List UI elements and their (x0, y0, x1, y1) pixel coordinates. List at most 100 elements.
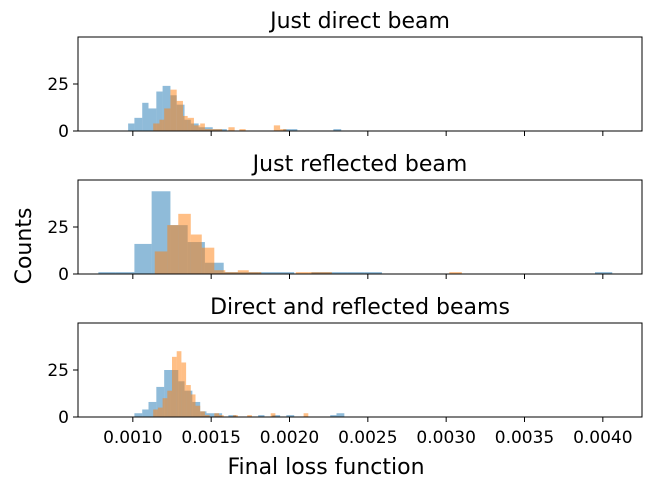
y-tick-label: 25 (47, 361, 69, 381)
histogram-bar (204, 415, 210, 417)
histogram-bar (201, 247, 215, 274)
histogram-bar (280, 129, 287, 131)
histogram-bar (157, 407, 163, 417)
histogram-bar (182, 115, 188, 131)
histogram-bar (193, 125, 201, 131)
histogram-bar (156, 91, 163, 131)
histogram-bar (176, 351, 182, 417)
histogram-bar (239, 129, 246, 131)
histogram-bar (200, 411, 205, 417)
x-tick-label: 0.0040 (573, 428, 632, 448)
histogram-bar (204, 129, 212, 131)
histogram-bar (98, 272, 116, 274)
x-tick-label: 0.0020 (260, 428, 319, 448)
histogram-bar (153, 123, 160, 131)
histogram-bar (270, 413, 276, 417)
x-axis-label: Final loss function (227, 455, 424, 480)
histogram-bar (303, 413, 309, 417)
histogram-bar (154, 251, 168, 274)
histogram-bar (115, 272, 135, 274)
histogram-bar (258, 415, 265, 417)
histogram-bar (347, 272, 365, 274)
histogram-bar (170, 89, 177, 131)
histogram-bar (206, 413, 215, 417)
x-tick-label: 0.0030 (416, 428, 475, 448)
histogram-bar (134, 413, 143, 417)
histogram-bar (228, 415, 237, 417)
histogram-bar (219, 129, 227, 131)
y-tick-label: 0 (58, 122, 69, 142)
panel-1-title: Just direct beam (268, 9, 450, 34)
histogram-bar (148, 401, 157, 417)
histogram-bar (190, 234, 202, 274)
histogram-bar (167, 390, 172, 417)
histogram-bar (211, 129, 218, 131)
panel-1-bars (128, 85, 342, 131)
histogram-bar (336, 413, 345, 417)
x-tick-label: 0.0015 (181, 428, 240, 448)
histogram-bar (248, 272, 262, 274)
histogram-bar (214, 413, 219, 417)
histogram-bar (134, 243, 152, 274)
histogram-bar (364, 272, 382, 274)
histogram-bar (595, 272, 613, 274)
histogram-bar (153, 409, 158, 417)
y-tick-label: 25 (47, 218, 69, 238)
panel-2: Just reflected beam 0 25 (47, 152, 643, 285)
histogram-bar (181, 362, 187, 417)
histogram-bar (186, 385, 191, 417)
histogram-bar (214, 270, 226, 274)
panel-3-bars (134, 351, 345, 417)
histogram-bar (167, 225, 179, 274)
y-axis-label: Counts (12, 208, 37, 285)
histogram-bar (217, 129, 223, 131)
histogram-bar (225, 272, 238, 274)
panel-2-title: Just reflected beam (251, 152, 468, 177)
histogram-bar (308, 272, 320, 274)
histogram-bar (291, 129, 298, 131)
histogram-bar (178, 213, 191, 274)
histogram-bar (237, 270, 249, 274)
y-tick-label: 25 (47, 75, 69, 95)
y-tick-label: 0 (58, 408, 69, 428)
histogram-bar (142, 102, 149, 131)
histogram-bar (330, 415, 337, 417)
panel-1: Just direct beam 0 25 (47, 9, 643, 142)
histogram-bar (190, 394, 196, 417)
histogram-bar (258, 272, 277, 274)
histogram-bar (286, 415, 295, 417)
histogram-bar (273, 125, 281, 131)
histogram-bar (128, 123, 135, 131)
histogram-bar (233, 415, 238, 417)
y-tick-label: 0 (58, 265, 69, 285)
histogram-bar (333, 129, 342, 131)
x-tick-label: 0.0025 (338, 428, 397, 448)
panels: Just direct beam 0 25 Just reflected beam 0 2… (47, 9, 643, 448)
histogram-bar (156, 386, 165, 417)
histogram-bar (228, 127, 235, 131)
histogram-bar (187, 117, 194, 131)
histogram-bar (272, 415, 281, 417)
histogram-bar (195, 405, 201, 417)
histogram-bar (449, 272, 462, 274)
histogram-bar (219, 415, 224, 417)
panel-3-title: Direct and reflected beams (210, 295, 510, 320)
x-tick-label: 0.0010 (103, 428, 162, 448)
histogram-bar (159, 119, 165, 131)
x-tick-label: 0.0035 (495, 428, 554, 448)
histogram-bar (164, 108, 171, 131)
histogram-bar (148, 108, 157, 131)
histogram-bar (176, 100, 183, 131)
histogram-bar (142, 409, 149, 417)
histogram-bar (172, 356, 177, 417)
histogram-bar (134, 117, 143, 131)
histogram-bar (330, 272, 348, 274)
histogram-bar (247, 415, 252, 417)
histogram-bar (162, 398, 168, 417)
histogram-bar (276, 272, 295, 274)
panel-3: Direct and reflected beams 0 25 0.0010 0.001… (47, 295, 643, 448)
panel-2-bars (98, 191, 613, 274)
histogram-bar (295, 272, 309, 274)
histogram-bar (319, 272, 332, 274)
